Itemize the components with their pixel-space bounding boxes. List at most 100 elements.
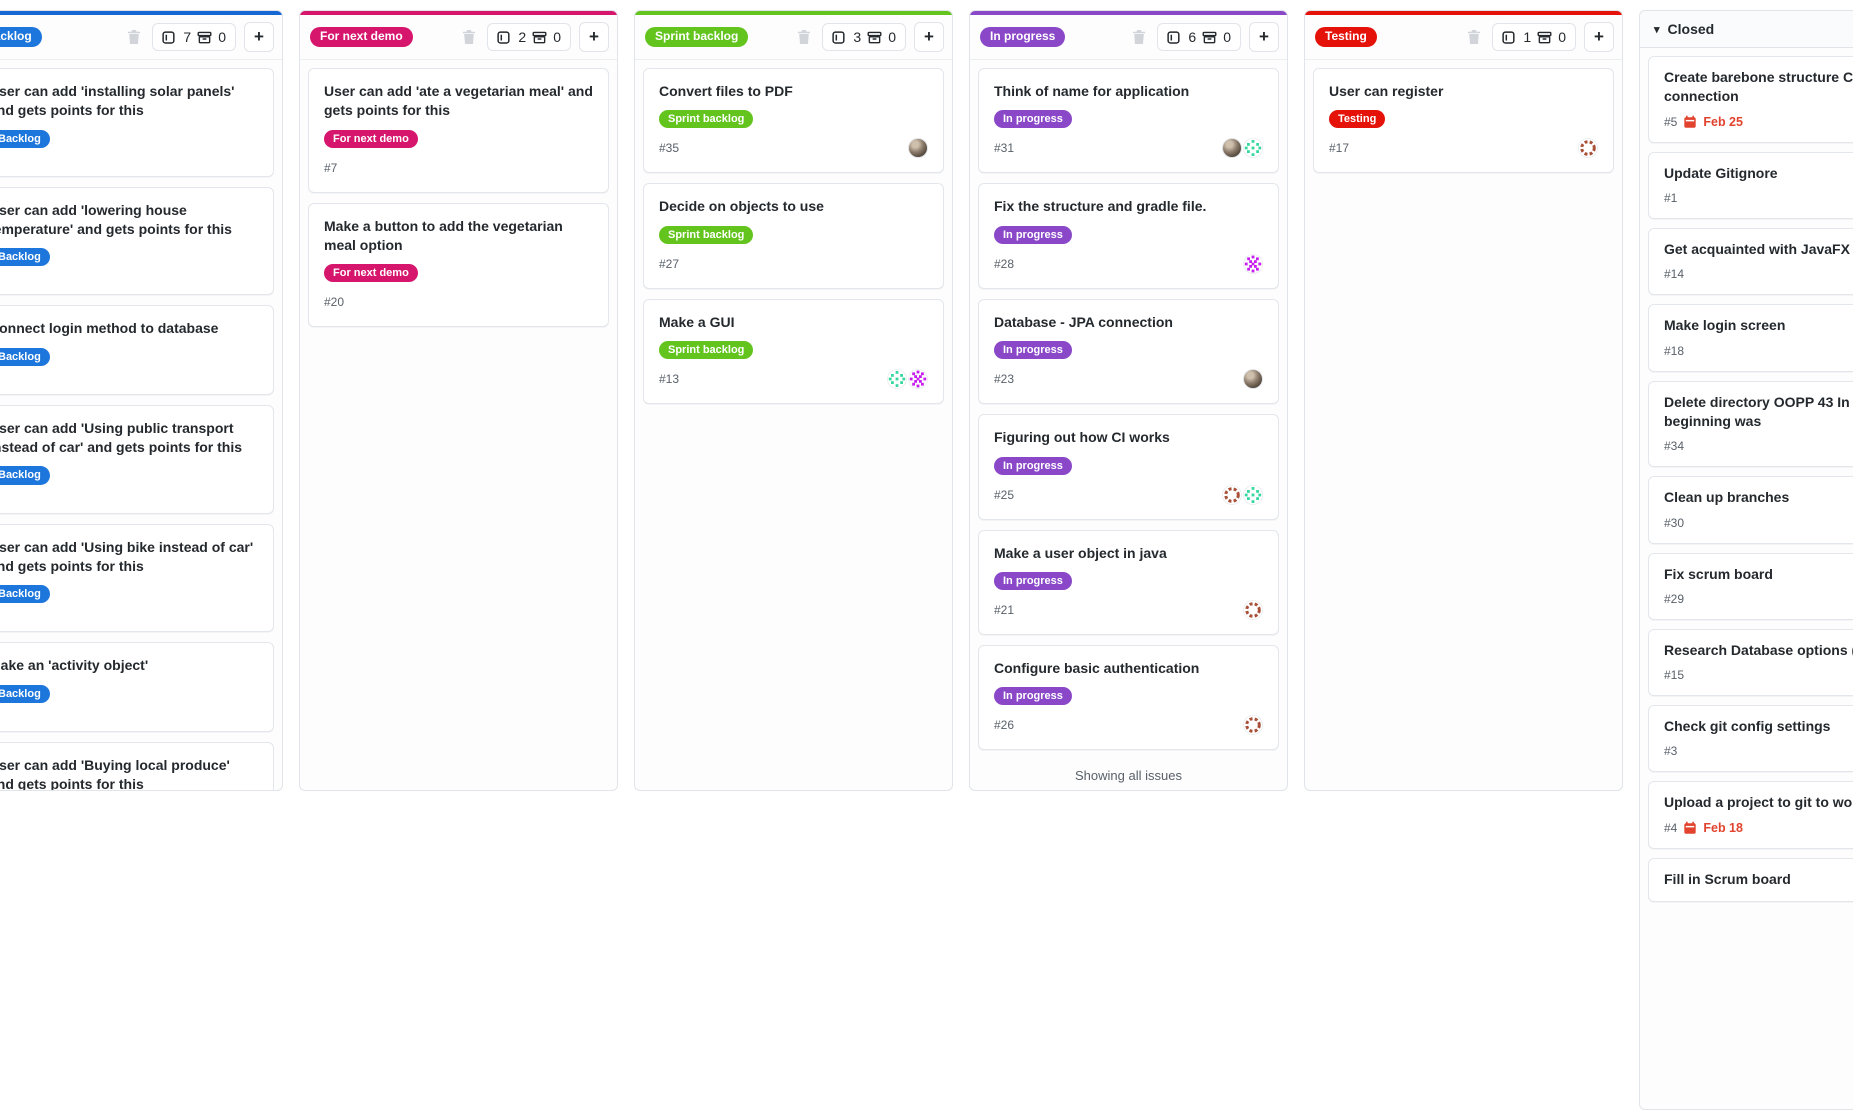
trash-icon[interactable] bbox=[794, 27, 814, 47]
card[interactable]: Connect login method to database Backlog bbox=[0, 305, 274, 395]
avatar-identicon-magenta[interactable] bbox=[1243, 253, 1263, 274]
cards-count: 3 bbox=[853, 29, 862, 45]
avatar-photo[interactable] bbox=[1222, 138, 1242, 159]
card-title: Make a user object in java bbox=[994, 544, 1167, 561]
card[interactable]: Create barebone structure Client-Server … bbox=[1648, 56, 1853, 143]
card[interactable]: Make a GUI Sprint backlog #13 bbox=[643, 298, 944, 405]
card[interactable]: Get acquainted with JavaFX #14 bbox=[1648, 227, 1853, 296]
column-header: For next demo 2 0 + bbox=[300, 15, 617, 60]
column-label: Closed bbox=[1667, 21, 1715, 37]
card[interactable]: Make a button to add the vegetarian meal… bbox=[308, 202, 609, 328]
avatar-identicon-red[interactable] bbox=[1222, 484, 1242, 505]
card[interactable]: Make an 'activity object' Backlog bbox=[0, 642, 274, 732]
card[interactable]: Figuring out how CI works In progress #2… bbox=[978, 414, 1279, 520]
card[interactable]: User can add 'Using public transport ins… bbox=[0, 404, 274, 514]
archive-icon bbox=[1537, 31, 1552, 43]
card-title: Check git config settings bbox=[1664, 718, 1831, 735]
card[interactable]: Delete directory OOPP 43 In the beginnin… bbox=[1648, 380, 1853, 468]
card-label: In progress bbox=[994, 571, 1072, 591]
note-icon bbox=[497, 30, 510, 44]
closed-column-header[interactable]: ▾ Closed bbox=[1640, 11, 1853, 48]
card-count-box: 2 0 bbox=[487, 23, 571, 51]
card[interactable]: Research Database options ((No)SQL?) #15 bbox=[1648, 628, 1853, 697]
card-title: User can register bbox=[1329, 83, 1444, 99]
due-date: Feb 18 bbox=[1703, 820, 1743, 835]
add-card-button[interactable]: + bbox=[579, 22, 609, 52]
avatar-identicon-red[interactable] bbox=[1578, 138, 1598, 159]
avatar-identicon-magenta[interactable] bbox=[908, 369, 928, 390]
avatar-identicon-green[interactable] bbox=[1243, 484, 1263, 505]
card[interactable]: Clean up branches #30 bbox=[1648, 476, 1853, 544]
card-list: Think of name for application In progres… bbox=[970, 60, 1287, 790]
avatar-identicon-green[interactable] bbox=[887, 369, 907, 390]
card[interactable]: Check git config settings #3 bbox=[1648, 705, 1853, 773]
card-title: Create barebone structure Client-Server … bbox=[1664, 69, 1853, 105]
card[interactable]: Think of name for application In progres… bbox=[978, 68, 1279, 174]
column-accent-bar bbox=[970, 11, 1287, 15]
trash-icon[interactable] bbox=[459, 27, 479, 47]
trash-icon[interactable] bbox=[1129, 27, 1149, 47]
card[interactable]: Upload a project to git to work from #4 … bbox=[1648, 781, 1853, 849]
card[interactable]: User can add 'ate a vegetarian meal' and… bbox=[308, 68, 609, 193]
issue-number: #17 bbox=[1329, 141, 1350, 156]
column-header: Testing 1 0 + bbox=[1305, 15, 1622, 60]
card[interactable]: User can register Testing #17 bbox=[1313, 68, 1614, 174]
card-label: In progress bbox=[994, 687, 1072, 706]
add-card-button[interactable]: + bbox=[914, 22, 944, 52]
avatar-identicon-green[interactable] bbox=[1243, 138, 1263, 159]
card[interactable]: Fix scrum board #29 bbox=[1648, 552, 1853, 620]
avatar-photo[interactable] bbox=[1243, 369, 1263, 390]
card[interactable]: Database - JPA connection In progress #2… bbox=[978, 298, 1279, 405]
avatar-photo[interactable] bbox=[908, 138, 928, 159]
issue-number: #15 bbox=[1664, 668, 1685, 683]
card-title: Database - JPA connection bbox=[994, 313, 1173, 330]
card-title: Figuring out how CI works bbox=[994, 429, 1170, 446]
collapse-caret-icon[interactable]: ▾ bbox=[1654, 23, 1660, 36]
trash-icon bbox=[128, 30, 141, 44]
card[interactable]: Fill in Scrum board bbox=[1648, 857, 1853, 903]
card-label: Backlog bbox=[0, 585, 50, 604]
issue-number: #7 bbox=[324, 160, 338, 175]
add-card-button[interactable]: + bbox=[244, 22, 274, 52]
card[interactable]: User can add 'Buying local produce' and … bbox=[0, 741, 274, 790]
card-list: User can add 'installing solar panels' a… bbox=[0, 60, 282, 790]
archived-count: 0 bbox=[888, 29, 896, 45]
trash-icon bbox=[1468, 30, 1481, 44]
column-closed: ▾ Closed Create barebone structure Clien… bbox=[1639, 10, 1853, 1110]
column-accent-bar bbox=[1305, 11, 1622, 15]
card[interactable]: Convert files to PDF Sprint backlog #35 bbox=[643, 68, 944, 174]
column-accent-bar bbox=[635, 11, 952, 15]
project-board: Backlog 7 0 + User can add 'installing s… bbox=[0, 10, 1853, 1110]
trash-icon bbox=[798, 30, 811, 44]
card-list: User can register Testing #17 bbox=[1305, 60, 1622, 790]
column-header: Sprint backlog 3 0 + bbox=[635, 15, 952, 60]
card[interactable]: Decide on objects to use Sprint backlog … bbox=[643, 183, 944, 289]
archive-icon bbox=[867, 31, 882, 43]
card-title: Fix the structure and gradle file. bbox=[994, 198, 1207, 215]
card-title: Delete directory OOPP 43 In the beginnin… bbox=[1664, 393, 1853, 429]
column-in-progress: In progress 6 0 + Think of name for appl… bbox=[969, 10, 1288, 791]
card[interactable]: User can add 'lowering house temperature… bbox=[0, 186, 274, 296]
card-label: Sprint backlog bbox=[659, 225, 754, 244]
add-card-button[interactable]: + bbox=[1584, 22, 1614, 52]
card-title: Fill in Scrum board bbox=[1664, 870, 1791, 887]
trash-icon[interactable] bbox=[1464, 27, 1484, 47]
add-card-button[interactable]: + bbox=[1249, 22, 1279, 52]
card[interactable]: Make login screen #18 bbox=[1648, 304, 1853, 372]
avatar-identicon-red[interactable] bbox=[1243, 715, 1263, 736]
cards-count: 7 bbox=[183, 29, 192, 45]
card-label: In progress bbox=[994, 341, 1072, 360]
card[interactable]: Make a user object in java In progress #… bbox=[978, 529, 1279, 636]
column-label: Testing bbox=[1315, 26, 1377, 48]
card-title: User can add 'Buying local produce' and … bbox=[0, 756, 230, 790]
card-list: User can add 'ate a vegetarian meal' and… bbox=[300, 60, 617, 790]
trash-icon[interactable] bbox=[124, 27, 144, 47]
archive-icon bbox=[197, 31, 212, 43]
card[interactable]: User can add 'installing solar panels' a… bbox=[0, 68, 274, 177]
note-icon bbox=[1502, 30, 1515, 44]
avatar-identicon-red[interactable] bbox=[1243, 600, 1263, 621]
card[interactable]: Configure basic authentication In progre… bbox=[978, 645, 1279, 751]
card[interactable]: Fix the structure and gradle file. In pr… bbox=[978, 183, 1279, 289]
card[interactable]: User can add 'Using bike instead of car'… bbox=[0, 523, 274, 633]
card[interactable]: Update Gitignore #1 bbox=[1648, 151, 1853, 219]
